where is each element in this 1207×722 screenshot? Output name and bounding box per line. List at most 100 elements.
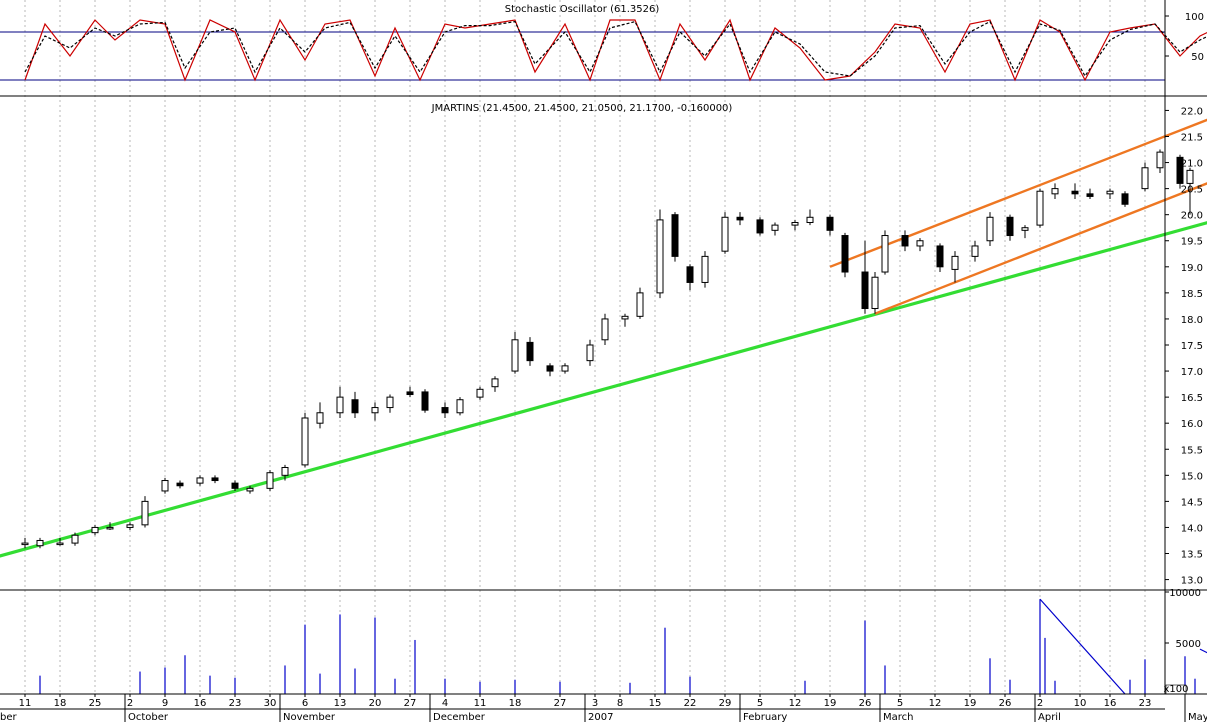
price-tick-label: 16.0	[1181, 419, 1203, 430]
candle-body	[21, 542, 29, 546]
price-tick-label: 13.0	[1181, 576, 1203, 587]
month-label: ber	[0, 712, 18, 722]
price-tick-label: 19.5	[1181, 237, 1203, 248]
candle-body	[1021, 227, 1029, 231]
date-axis: 11 18 25 2 9 16 23 30 6 13 20 27 4 11 18 27 3 8 15 22 29 5 12 1…	[0, 694, 1207, 722]
candle-body	[336, 396, 344, 414]
stochastic-d-line	[24, 20, 1207, 78]
candle-body	[1186, 169, 1194, 184]
candle-body	[1006, 216, 1014, 237]
price-tick-label: 21.0	[1181, 159, 1203, 170]
volume-trendline	[1039, 598, 1126, 695]
candle-body	[351, 399, 359, 414]
candle-body	[826, 216, 834, 231]
stochastic-k-line	[24, 18, 1207, 82]
candle-body	[141, 500, 149, 526]
candle-body	[671, 214, 679, 257]
candle-body	[1141, 167, 1149, 190]
day-label: 6	[302, 698, 308, 709]
volume-tick-label: 5000	[1176, 639, 1201, 650]
day-label: 25	[89, 698, 102, 709]
candle-body	[421, 391, 429, 411]
day-label: 30	[264, 698, 277, 709]
candle-body	[491, 378, 499, 388]
month-label: October	[128, 712, 169, 722]
candle-body	[1036, 190, 1044, 226]
candle-body	[916, 240, 924, 247]
candle-body	[721, 216, 729, 252]
day-label: 4	[442, 698, 448, 709]
candle-body	[881, 235, 889, 273]
candle-body	[161, 480, 169, 492]
candle-body	[1086, 193, 1094, 197]
candle-body	[806, 216, 814, 223]
day-label: 12	[789, 698, 802, 709]
candle-body	[1071, 190, 1079, 195]
month-label: May	[1188, 712, 1207, 722]
candle-body	[91, 526, 99, 534]
channel-line	[874, 182, 1207, 315]
day-label: 19	[964, 698, 977, 709]
price-tick-label: 20.0	[1181, 211, 1203, 222]
candle-body	[196, 477, 204, 484]
volume-trendline	[1199, 648, 1207, 654]
month-label: December	[433, 712, 486, 722]
stochastic-tick-label: 100	[1185, 12, 1204, 23]
price-tick-label: 16.5	[1181, 393, 1203, 404]
candle-body	[406, 391, 414, 396]
candle-body	[56, 542, 64, 546]
candle-body	[456, 399, 464, 414]
price-tick-label: 15.0	[1181, 471, 1203, 482]
candle-body	[386, 396, 394, 409]
candle-body	[841, 235, 849, 273]
day-label: 11	[19, 698, 32, 709]
day-label: 2	[127, 698, 133, 709]
stochastic-tick-label: 50	[1191, 52, 1204, 63]
candle-body	[701, 255, 709, 283]
day-label: 2	[1037, 698, 1043, 709]
day-label: 15	[649, 698, 662, 709]
candle-body	[1051, 188, 1059, 195]
day-label: 23	[229, 698, 242, 709]
day-label: 20	[369, 698, 382, 709]
candle-body	[901, 235, 909, 247]
day-label: 26	[999, 698, 1012, 709]
candle-body	[36, 539, 44, 547]
candle-body	[476, 388, 484, 398]
day-label: 26	[859, 698, 872, 709]
candle-body	[561, 365, 569, 372]
candle-body	[936, 245, 944, 268]
candle-body	[441, 407, 449, 414]
price-tick-label: 17.5	[1181, 341, 1203, 352]
price-tick-label: 13.5	[1181, 550, 1203, 561]
candle-body	[791, 222, 799, 226]
candle-body	[771, 224, 779, 231]
candle-body	[246, 487, 254, 492]
price-pane: JMARTINS (21.4500, 21.4500, 21.0500, 21.…	[0, 103, 1207, 587]
day-label: 3	[592, 698, 598, 709]
candle-body	[1176, 156, 1184, 184]
day-label: 13	[334, 698, 347, 709]
volume-tick-label: 10000	[1169, 588, 1201, 599]
candle-body	[546, 365, 554, 372]
candle-body	[176, 482, 184, 487]
support-trendline	[0, 221, 1207, 558]
month-label: April	[1038, 712, 1061, 722]
candle-body	[511, 339, 519, 372]
day-label: 5	[757, 698, 763, 709]
candle-body	[861, 271, 869, 310]
candle-body	[1106, 190, 1114, 195]
candle-body	[71, 534, 79, 544]
day-label: 12	[929, 698, 942, 709]
candle-body	[106, 526, 114, 530]
day-label: 16	[1104, 698, 1117, 709]
vertical-grid	[24, 0, 1146, 694]
price-tick-label: 21.5	[1181, 132, 1203, 143]
candle-body	[526, 341, 534, 362]
candle-body	[1121, 193, 1129, 205]
day-label: 16	[194, 698, 207, 709]
candle-body	[231, 482, 239, 489]
month-label: February	[743, 712, 787, 722]
